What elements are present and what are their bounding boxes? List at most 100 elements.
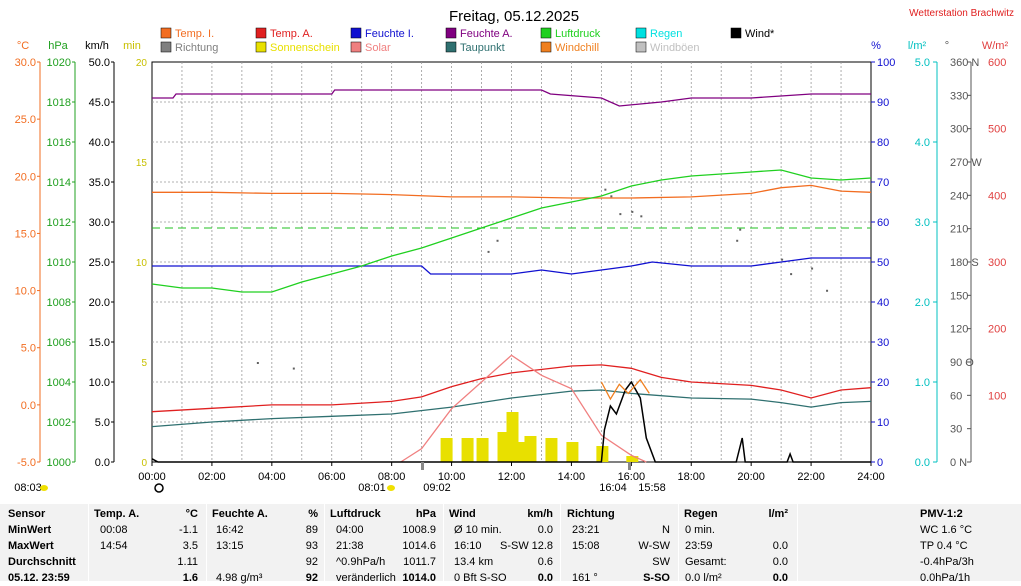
- moon-icon: [154, 483, 164, 493]
- stat-cell: 0 Bft S-SO: [454, 572, 507, 584]
- stat-cell: 0.6: [537, 556, 553, 568]
- stat-header: Luftdruck: [330, 508, 381, 520]
- stat-header: °C: [185, 508, 198, 520]
- direction-point: [826, 289, 829, 292]
- left-axis-unit: km/h: [85, 40, 109, 52]
- rain-tick-label: 1.0: [915, 377, 930, 389]
- legend-label: Windchill: [555, 42, 599, 54]
- left-tick-label: 10.0: [15, 286, 36, 298]
- deg-axis-unit: °: [945, 40, 949, 52]
- sunshine-bar: [476, 438, 489, 462]
- left-tick-label: 25.0: [89, 257, 110, 269]
- direction-point: [790, 273, 793, 276]
- left-tick-label: 5.0: [95, 417, 110, 429]
- stat-cell: 1.6: [182, 572, 198, 584]
- stat-header: Sensor: [8, 508, 46, 520]
- stat-cell: veränderlich: [336, 572, 396, 584]
- x-tick-label: 12:00: [498, 471, 526, 483]
- legend-label: Temp. I.: [175, 28, 214, 40]
- x-tick-label: 04:00: [258, 471, 286, 483]
- sunset-marker: [628, 462, 631, 470]
- chart-title: Freitag, 05.12.2025: [449, 8, 579, 25]
- sunshine-bar: [566, 442, 579, 462]
- legend-label: Luftdruck: [555, 28, 601, 40]
- stat-cell: 4.98 g/m³: [216, 572, 263, 584]
- stat-header: km/h: [527, 508, 553, 520]
- stat-row-label: Durchschnitt: [8, 556, 76, 568]
- left-tick-label: 0.0: [21, 400, 36, 412]
- x-tick-label: 22:00: [797, 471, 825, 483]
- stat-cell: 16:10: [454, 540, 482, 552]
- sunshine-bar: [440, 438, 453, 462]
- x-tick-label: 06:00: [318, 471, 346, 483]
- legend-swatch: [350, 41, 362, 53]
- deg-tick-label: 60: [950, 390, 962, 402]
- solar-tick-label: 600: [988, 57, 1006, 69]
- left-tick-label: 30.0: [89, 217, 110, 229]
- sunshine-bar: [626, 456, 639, 462]
- x-tick-label: 14:00: [558, 471, 586, 483]
- stat-header: Regen: [684, 508, 718, 520]
- stat-header: hPa: [415, 508, 436, 520]
- solar-tick-label: 100: [988, 390, 1006, 402]
- direction-point: [292, 367, 295, 370]
- legend-label: Regen: [650, 28, 682, 40]
- left-tick-label: 1012: [47, 217, 71, 229]
- stat-header: Temp. A.: [94, 508, 140, 520]
- stat-cell: Gesamt:: [685, 556, 727, 568]
- stat-cell: 0.0: [537, 524, 553, 536]
- stat-header: l/m²: [768, 508, 788, 520]
- station-name: Wetterstation Brachwitz: [909, 8, 1014, 19]
- legend-swatch: [635, 27, 647, 39]
- stat-cell: TP 0.4 °C: [920, 540, 968, 552]
- deg-tick-label: 180 S: [950, 257, 979, 269]
- stat-header: %: [308, 508, 318, 520]
- legend-label: Richtung: [175, 42, 218, 54]
- solar-axis-unit: W/m²: [982, 40, 1009, 52]
- min-tick-label: 15: [136, 158, 148, 169]
- stat-cell: 23:21: [572, 524, 600, 536]
- left-tick-label: 1004: [47, 377, 71, 389]
- stat-cell: S-SO: [643, 572, 670, 584]
- stat-cell: 1014.6: [402, 540, 436, 552]
- stat-cell: 0 min.: [685, 524, 715, 536]
- series-line-temp-a-: [151, 364, 872, 413]
- sun-time-label: 09:02: [423, 482, 451, 494]
- direction-point: [739, 228, 742, 231]
- pct-tick-label: 10: [877, 417, 889, 429]
- rain-tick-label: 4.0: [915, 137, 930, 149]
- stat-cell: 1.11: [177, 556, 198, 568]
- left-tick-label: 45.0: [89, 97, 110, 109]
- direction-point: [610, 195, 613, 198]
- series-line-temp-i-: [152, 184, 872, 199]
- x-tick-label: 02:00: [198, 471, 226, 483]
- left-tick-label: 35.0: [89, 177, 110, 189]
- direction-point: [781, 258, 784, 261]
- legend-swatch: [255, 27, 267, 39]
- min-tick-label: 20: [136, 58, 148, 69]
- stat-cell: S-SW: [500, 540, 529, 552]
- x-tick-label: 10:00: [438, 471, 466, 483]
- deg-tick-label: 120: [950, 324, 968, 336]
- chart-grid: [37, 61, 972, 466]
- legend-label: Temp. A.: [270, 28, 313, 40]
- stat-cell: 1014.0: [402, 572, 436, 584]
- stat-cell: 89: [305, 524, 318, 536]
- stat-cell: 0.0: [772, 572, 788, 584]
- stat-cell: -1.1: [179, 524, 198, 536]
- deg-tick-label: 0 N: [950, 457, 967, 469]
- pct-axis-unit: %: [871, 40, 881, 52]
- stat-cell: W-SW: [638, 540, 670, 552]
- legend-label: Feuchte A.: [460, 28, 513, 40]
- direction-point: [811, 267, 814, 270]
- stat-cell: 0.0: [772, 556, 788, 568]
- series-line-feuchte-a-: [152, 89, 871, 107]
- direction-point: [487, 250, 490, 253]
- min-tick-label: 0: [141, 458, 147, 469]
- stat-cell: 12.8: [531, 540, 553, 552]
- direction-point: [631, 210, 634, 213]
- x-tick-label: 16:00: [618, 471, 646, 483]
- left-tick-label: -5.0: [17, 457, 36, 469]
- x-tick-label: 00:00: [138, 471, 166, 483]
- stat-cell: 00:08: [100, 524, 128, 536]
